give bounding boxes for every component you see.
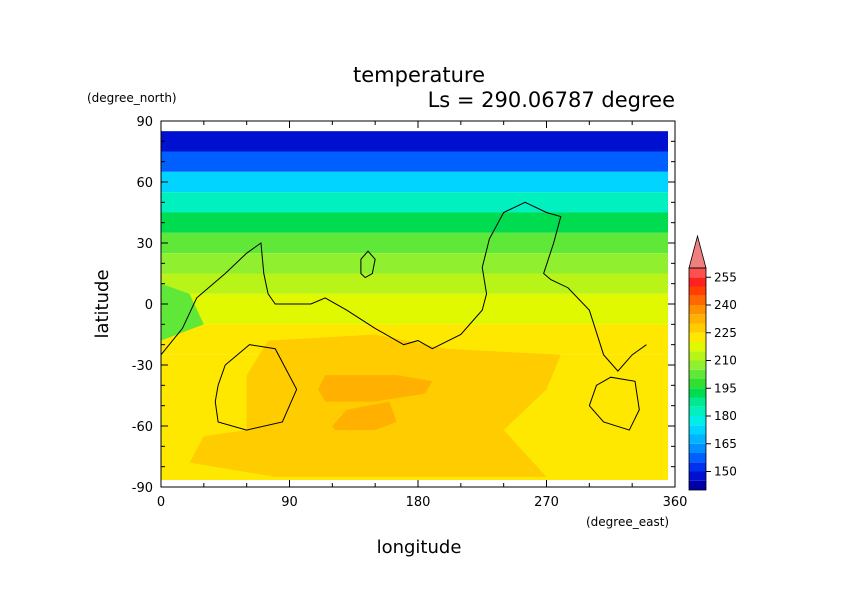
colorbar-segment xyxy=(689,305,706,315)
temperature-band xyxy=(161,171,668,193)
colorbar-segment xyxy=(689,295,706,305)
temperature-band xyxy=(161,151,668,172)
chart-subtitle: Ls = 290.06787 degree xyxy=(428,88,675,112)
y-unit-label: (degree_north) xyxy=(87,91,177,105)
colorbar-segment xyxy=(689,480,706,490)
x-tick-label: 270 xyxy=(534,495,559,510)
colorbar-segment xyxy=(689,314,706,324)
colorbar-frame xyxy=(688,267,707,491)
colorbar-label: 180 xyxy=(714,409,737,423)
colorbar-segment xyxy=(689,323,706,333)
colorbar-segment xyxy=(689,471,706,481)
temperature-band xyxy=(161,273,668,294)
x-axis: 0 90 180 270 360 xyxy=(157,121,688,510)
temperature-band xyxy=(161,131,668,152)
temperature-band xyxy=(161,293,668,325)
contour-line xyxy=(214,344,298,431)
colorbar-segment xyxy=(689,379,706,389)
x-tick-label: 90 xyxy=(281,495,298,510)
y-tick-label: 30 xyxy=(136,237,153,252)
temperature-region xyxy=(318,375,433,402)
x-unit-label: (degree_east) xyxy=(586,515,669,529)
x-tick-label: 180 xyxy=(406,495,431,510)
temperature-band xyxy=(161,232,668,254)
y-axis: 90 60 30 0 -30 -60 -90 xyxy=(132,115,675,496)
colorbar-segment xyxy=(689,332,706,342)
temperature-band xyxy=(161,253,668,274)
temperature-region xyxy=(161,283,204,341)
colorbar-segment xyxy=(689,268,706,278)
y-axis-label: latitude xyxy=(92,269,113,338)
colorbar-segment xyxy=(689,443,706,453)
temperature-region xyxy=(332,401,397,431)
colorbar-segment xyxy=(689,342,706,352)
y-tick-label: 0 xyxy=(145,298,153,313)
x-tick-label: 0 xyxy=(157,495,165,510)
colorbar-segment xyxy=(689,406,706,416)
colorbar-segment xyxy=(689,434,706,444)
temperature-band xyxy=(161,212,668,233)
colorbar-segment xyxy=(689,286,706,296)
colorbar-segment xyxy=(689,360,706,370)
colorbar-label: 195 xyxy=(714,381,737,395)
colorbar-segment xyxy=(689,453,706,463)
colorbar-segment xyxy=(689,416,706,426)
colorbar-segment xyxy=(689,397,706,407)
x-tick-label: 360 xyxy=(663,495,688,510)
temperature-regions xyxy=(161,283,561,477)
y-tick-label: -60 xyxy=(132,420,153,435)
colorbar: 255 240 225 210 195 180 165 150 xyxy=(688,234,737,491)
colorbar-segment xyxy=(689,425,706,435)
y-tick-label: -90 xyxy=(132,481,153,496)
contour-line xyxy=(360,250,376,279)
colorbar-segment xyxy=(689,351,706,361)
contour-line xyxy=(161,201,647,372)
colorbar-segment xyxy=(689,277,706,287)
colorbar-label: 255 xyxy=(714,270,737,284)
x-axis-label: longitude xyxy=(377,537,462,558)
contour-line xyxy=(588,376,640,431)
y-tick-label: -30 xyxy=(132,359,153,374)
colorbar-label: 210 xyxy=(714,354,737,368)
colorbar-label: 240 xyxy=(714,298,737,312)
y-tick-label: 90 xyxy=(136,115,153,130)
colorbar-label: 225 xyxy=(714,326,737,340)
continent-contours xyxy=(161,201,647,431)
colorbar-label: 150 xyxy=(714,465,737,479)
chart-title: temperature xyxy=(353,63,485,87)
colorbar-segment xyxy=(689,462,706,472)
colorbar-segment xyxy=(689,388,706,398)
colorbar-overflow-arrow xyxy=(688,234,707,269)
y-tick-label: 60 xyxy=(136,176,153,191)
colorbar-segment xyxy=(689,369,706,379)
colorbar-label: 165 xyxy=(714,437,737,451)
temperature-band xyxy=(161,192,668,213)
